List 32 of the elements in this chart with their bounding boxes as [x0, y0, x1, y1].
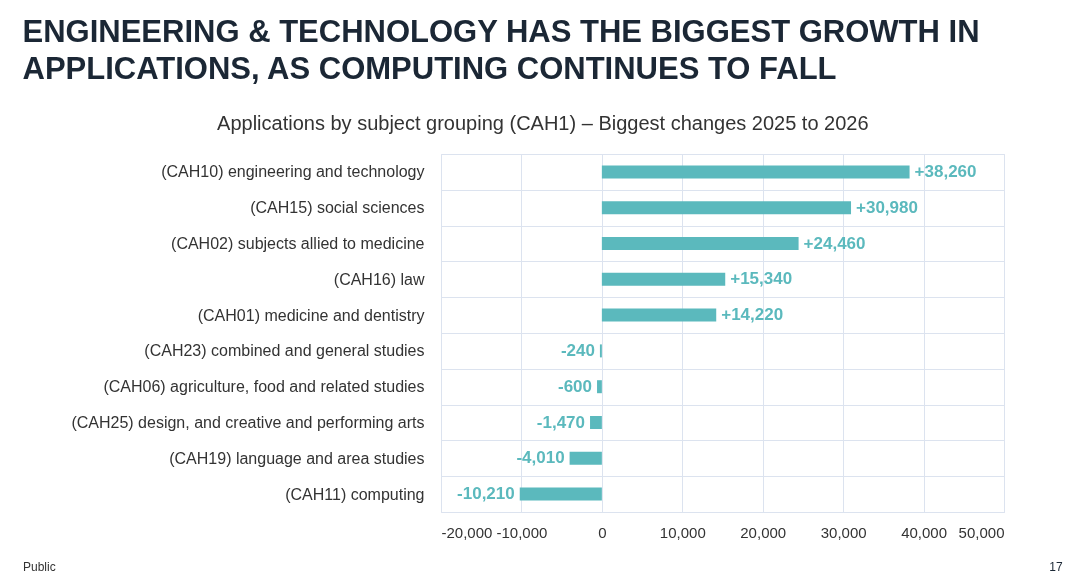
y-tick-label: (CAH25) design, and creative and performing arts: [71, 414, 425, 431]
x-tick-label: 40,000: [901, 523, 948, 541]
data-label: +30,980: [856, 197, 918, 217]
data-label: -10,210: [457, 484, 515, 504]
y-tick-label: (CAH15) social sciences: [250, 199, 425, 217]
data-label: -4,010: [516, 448, 565, 468]
data-label: +24,460: [803, 233, 866, 253]
data-label: -240: [560, 340, 595, 360]
text: 17: [1049, 560, 1063, 574]
x-tick-label: 10,000: [659, 523, 706, 541]
y-tick-label: (CAH02) subjects allied to medicine: [171, 235, 425, 252]
x-tick-label: 30,000: [820, 523, 867, 541]
data-label: +38,260: [914, 161, 977, 181]
y-tick-label: (CAH19) language and area studies: [169, 449, 425, 467]
y-tick-label: (CAH23) combined and general studies: [144, 342, 425, 360]
x-tick-label: 20,000: [740, 523, 787, 541]
x-tick-label: -20,000: [441, 523, 493, 541]
data-label: +14,220: [721, 305, 784, 325]
data-label: -1,470: [536, 412, 586, 432]
text: Public: [23, 560, 56, 574]
data-label: +15,340: [730, 269, 793, 289]
y-tick-label: (CAH06) agriculture, food and related studies: [103, 378, 425, 396]
y-tick-label: (CAH11) computing: [285, 485, 425, 503]
y-tick-label: (CAH10) engineering and technology: [161, 163, 425, 181]
x-tick-label: 50,000: [958, 523, 1005, 541]
x-tick-label: 0: [598, 523, 607, 541]
y-tick-label: (CAH01) medicine and dentistry: [197, 306, 425, 324]
data-label: -600: [558, 376, 593, 396]
x-tick-label: -10,000: [496, 523, 548, 541]
chart-subtitle: Applications by subject grouping (CAH1) – Biggest changes 2025 to 2026: [217, 112, 869, 134]
chart-title: ENGINEERING & TECHNOLOGY HAS THE BIGGEST GROWTH IN APPLICATIONS, AS COMPUTING CONTINUES TO FALL: [22, 13, 980, 86]
y-tick-label: (CAH16) law: [333, 270, 425, 288]
